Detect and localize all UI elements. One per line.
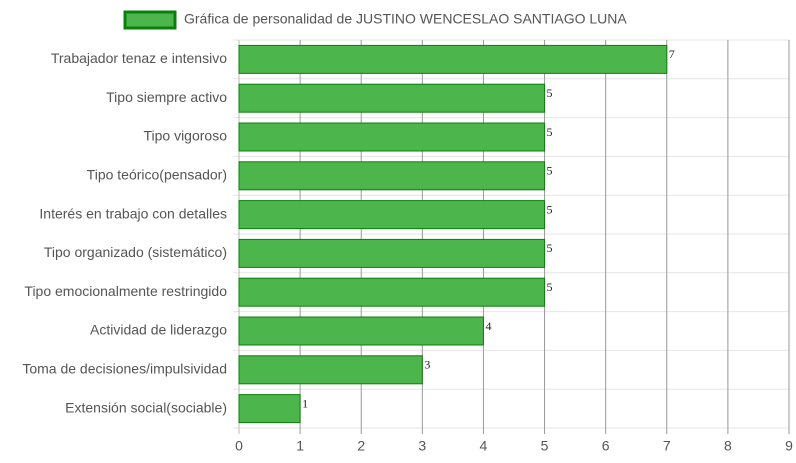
bar (238, 200, 546, 230)
value-label: 5 (547, 280, 553, 294)
y-tick-label: Tipo vigoroso (143, 128, 227, 144)
y-tick-label: Tipo siempre activo (106, 89, 227, 105)
x-tick-label: 5 (541, 438, 549, 454)
bar (238, 44, 668, 74)
value-label: 7 (669, 47, 675, 61)
bar (238, 83, 546, 113)
x-tick-label: 6 (602, 438, 610, 454)
bar (238, 238, 546, 268)
y-tick-label: Interés en trabajo con detalles (39, 205, 227, 221)
value-label: 5 (547, 202, 553, 216)
value-label: 5 (547, 86, 553, 100)
bar (238, 277, 546, 307)
x-tick-label: 8 (724, 438, 732, 454)
x-tick-label: 4 (480, 438, 488, 454)
y-tick-label: Tipo teórico(pensador) (87, 167, 227, 183)
y-tick-label: Trabajador tenaz e intensivo (51, 50, 227, 66)
value-label: 3 (424, 358, 430, 372)
value-label: 5 (547, 125, 553, 139)
bar (238, 161, 546, 191)
y-tick-label: Actividad de liderazgo (90, 322, 227, 338)
y-tick-label: Tipo emocionalmente restringido (24, 283, 227, 299)
value-label: 5 (547, 241, 553, 255)
x-tick-label: 1 (296, 438, 304, 454)
y-tick-label: Toma de decisiones/impulsividad (22, 361, 227, 377)
legend-label[interactable]: Gráfica de personalidad de JUSTINO WENCE… (184, 11, 627, 27)
x-tick-label: 9 (785, 438, 793, 454)
y-tick-label: Tipo organizado (sistemático) (44, 244, 227, 260)
x-tick-label: 7 (663, 438, 671, 454)
value-label: 4 (485, 319, 491, 333)
x-tick-label: 0 (235, 438, 243, 454)
x-tick-label: 3 (418, 438, 426, 454)
y-tick-label: Extensión social(sociable) (65, 399, 227, 415)
legend-swatch[interactable] (123, 10, 177, 30)
x-tick-label: 2 (357, 438, 365, 454)
bar (238, 122, 546, 152)
value-label: 1 (302, 396, 308, 410)
bar (238, 394, 301, 424)
bar (238, 316, 484, 346)
bar (238, 355, 423, 385)
value-label: 5 (547, 164, 553, 178)
